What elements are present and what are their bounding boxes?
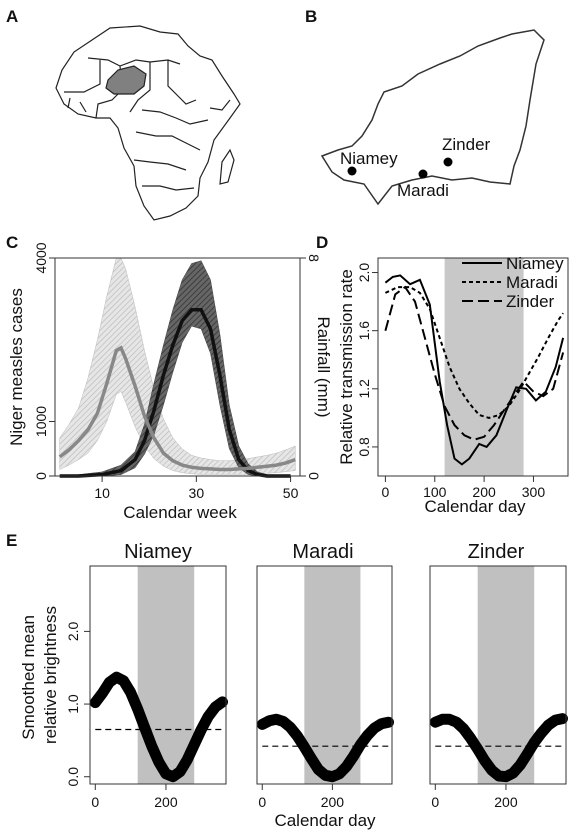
chart-c-y2tick-label: 8 xyxy=(306,254,322,262)
chart-c: 10 30 50 0 1000 4000 0 8 Niger measles cases Ra… xyxy=(7,242,333,522)
panel-label-b: B xyxy=(305,7,317,26)
chart-d-ylabel: Relative transmission rate xyxy=(337,269,356,465)
panel-label-c: C xyxy=(6,233,18,252)
chart-d-ytick-label: 2.0 xyxy=(356,263,372,283)
chart-e-ytick-label: 1.0 xyxy=(65,694,81,714)
chart-d-ytick-label: 0.8 xyxy=(356,437,372,457)
madagascar xyxy=(219,148,235,185)
panel-label-e: E xyxy=(6,531,17,550)
chart-e-ylabel: Smoothed mean relative brightness xyxy=(19,606,60,744)
city-label-zinder: Zinder xyxy=(442,135,491,154)
chart-e-maradi-plot-frame xyxy=(256,565,393,785)
niger-region xyxy=(105,65,147,95)
chart-c-axes: 10 30 50 0 1000 4000 0 8 xyxy=(33,242,322,501)
chart-e-niamey-plot-frame xyxy=(89,565,227,785)
chart-d-axes: 0 100 200 300 0.8 1.2 1.6 2.0 xyxy=(356,263,545,500)
chart-d-legend: Niamey Maradi Zinder xyxy=(462,254,564,311)
chart-e-niamey: Niamey 0 200 0.0 1.0 2.0 xyxy=(65,541,228,810)
chart-c-ylabel: Niger measles cases xyxy=(7,288,26,446)
series-line-maradi xyxy=(384,286,564,419)
legend-label-niamey: Niamey xyxy=(506,254,564,273)
chart-d-plot-frame xyxy=(377,257,569,477)
chart-c-marks xyxy=(58,257,296,478)
chart-e-xlabel: Calendar day xyxy=(274,811,376,830)
chart-c-xtick-label: 30 xyxy=(189,485,205,501)
chart-c-ytick-label: 4000 xyxy=(33,242,49,273)
chart-e-zinder-plot-frame xyxy=(429,565,567,785)
series-line-niamey xyxy=(384,274,565,466)
chart-d-ytick-label: 1.6 xyxy=(356,321,372,341)
city-dot-zinder xyxy=(443,157,453,167)
chart-e-niamey-title: Niamey xyxy=(124,541,192,563)
chart-d-xtick-label: 200 xyxy=(472,484,496,500)
chart-c-ytick-label: 0 xyxy=(33,472,49,480)
chart-d-shaded-region xyxy=(444,258,524,476)
chart-c-ytick-label: 1000 xyxy=(33,406,49,437)
africa-outline xyxy=(55,25,241,221)
chart-e-xtick-label: 0 xyxy=(431,794,439,810)
chart-e-zinder-title: Zinder xyxy=(468,541,525,563)
chart-e-zinder: Zinder 0 200 xyxy=(429,541,568,810)
chart-c-plot-frame xyxy=(54,257,301,477)
chart-e-niamey-axes: 0 200 0.0 1.0 2.0 xyxy=(65,621,178,810)
chart-c-y2tick-label: 0 xyxy=(306,472,322,480)
chart-e-xtick-label: 200 xyxy=(494,794,518,810)
chart-e-ytick-label: 0.0 xyxy=(65,767,81,787)
chart-d-ytick-label: 1.2 xyxy=(356,379,372,399)
panel-label-a: A xyxy=(6,7,18,26)
series-line-zinder xyxy=(384,285,565,441)
city-label-maradi: Maradi xyxy=(397,181,449,200)
chart-e-xtick-label: 200 xyxy=(154,794,178,810)
cases-line xyxy=(58,345,296,472)
chart-e-maradi-title: Maradi xyxy=(292,541,353,563)
chart-e-maradi-axes: 0 200 xyxy=(258,784,344,810)
chart-e-xtick-label: 0 xyxy=(258,794,266,810)
chart-e-niamey-marks xyxy=(89,671,228,783)
chart-c-xlabel: Calendar week xyxy=(123,503,237,522)
panel-label-d: D xyxy=(316,233,328,252)
chart-d-marks xyxy=(384,274,565,466)
chart-e-zinder-axes: 0 200 xyxy=(431,784,518,810)
africa-map xyxy=(55,25,241,221)
chart-e-zinder-marks xyxy=(429,713,568,783)
chart-e-xtick-label: 200 xyxy=(321,794,345,810)
niger-map: Niamey Maradi Zinder xyxy=(320,29,545,206)
city-dot-niamey xyxy=(347,166,357,176)
city-label-niamey: Niamey xyxy=(340,149,398,168)
brightness-line xyxy=(429,713,568,783)
brightness-line xyxy=(256,713,394,783)
chart-d-xtick-label: 300 xyxy=(522,484,546,500)
cases-band xyxy=(59,257,296,475)
chart-d-xtick-label: 100 xyxy=(423,484,447,500)
city-dot-maradi xyxy=(418,169,428,179)
legend-label-zinder: Zinder xyxy=(506,292,555,311)
chart-e-ytick-label: 2.0 xyxy=(65,621,81,641)
chart-c-ylabel-right: Rainfall (mm) xyxy=(314,316,333,417)
legend-label-maradi: Maradi xyxy=(506,273,558,292)
chart-e-maradi: Maradi 0 200 xyxy=(256,541,394,810)
brightness-line xyxy=(89,671,228,783)
chart-e-maradi-marks xyxy=(256,713,394,783)
chart-d-xtick-label: 0 xyxy=(382,484,390,500)
chart-e-xtick-label: 0 xyxy=(91,794,99,810)
chart-e-maradi-shaded-region xyxy=(304,566,361,784)
niger-outline xyxy=(320,29,545,206)
chart-d-xlabel: Calendar day xyxy=(424,497,526,516)
chart-c-xtick-label: 50 xyxy=(283,485,299,501)
chart-d: 0 100 200 300 0.8 1.2 1.6 2.0 Relative transmis… xyxy=(337,254,569,516)
chart-c-xtick-label: 10 xyxy=(94,485,110,501)
